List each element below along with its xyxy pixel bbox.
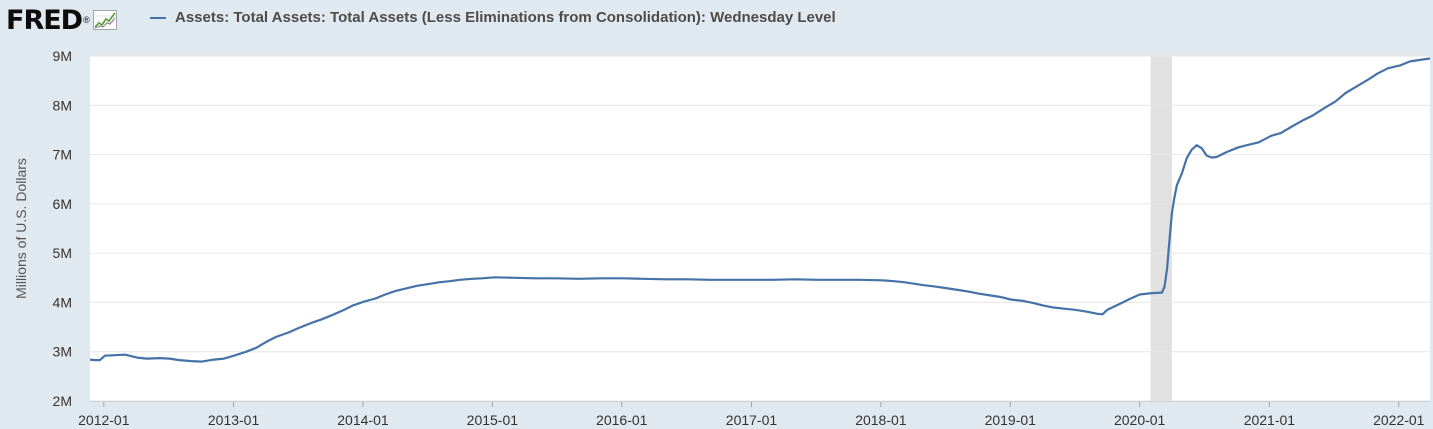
logo-text: FRED bbox=[6, 4, 83, 36]
chart-header: FRED ® Assets: Total Assets: Total Asset… bbox=[0, 0, 1433, 40]
x-tick-label: 2013-01 bbox=[208, 412, 260, 428]
registered-mark: ® bbox=[83, 15, 90, 25]
y-tick-label: 9M bbox=[53, 48, 72, 64]
series-line bbox=[89, 57, 1431, 363]
x-tick-label: 2018-01 bbox=[855, 412, 907, 428]
x-tick-label: 2015-01 bbox=[467, 412, 519, 428]
x-tick-label: 2014-01 bbox=[337, 412, 389, 428]
y-tick-label: 4M bbox=[53, 294, 72, 310]
y-axis-title: Millions of U.S. Dollars bbox=[13, 158, 29, 299]
recession-band bbox=[1150, 56, 1172, 401]
y-axis-ticks: 2M 3M 4M 5M 6M 7M 8M 9M bbox=[53, 48, 72, 409]
plot-area bbox=[90, 56, 1430, 401]
recession-bands bbox=[1150, 56, 1172, 401]
x-tick-label: 2020-01 bbox=[1114, 412, 1166, 428]
y-tick-label: 2M bbox=[53, 393, 72, 409]
legend-label: Assets: Total Assets: Total Assets (Less… bbox=[175, 9, 836, 26]
y-tick-label: 8M bbox=[53, 97, 72, 113]
legend-swatch bbox=[150, 16, 166, 19]
x-tick-label: 2019-01 bbox=[985, 412, 1037, 428]
series-lines bbox=[89, 57, 1431, 363]
y-tick-label: 7M bbox=[53, 147, 72, 163]
x-tick-label: 2022-01 bbox=[1373, 412, 1425, 428]
x-tick-label: 2017-01 bbox=[726, 412, 778, 428]
y-tick-label: 6M bbox=[53, 196, 72, 212]
fred-logo[interactable]: FRED ® bbox=[6, 4, 117, 36]
x-tick-label: 2012-01 bbox=[78, 412, 130, 428]
fred-graph-icon bbox=[92, 10, 117, 30]
chart-legend: Assets: Total Assets: Total Assets (Less… bbox=[150, 9, 836, 26]
y-tick-label: 3M bbox=[53, 344, 72, 360]
y-tick-label: 5M bbox=[53, 245, 72, 261]
x-tick-label: 2016-01 bbox=[596, 412, 648, 428]
x-tick-label: 2021-01 bbox=[1244, 412, 1296, 428]
x-axis-ticks: 2012-01 2013-01 2014-01 2015-01 2016-01 2017-… bbox=[78, 401, 1430, 428]
